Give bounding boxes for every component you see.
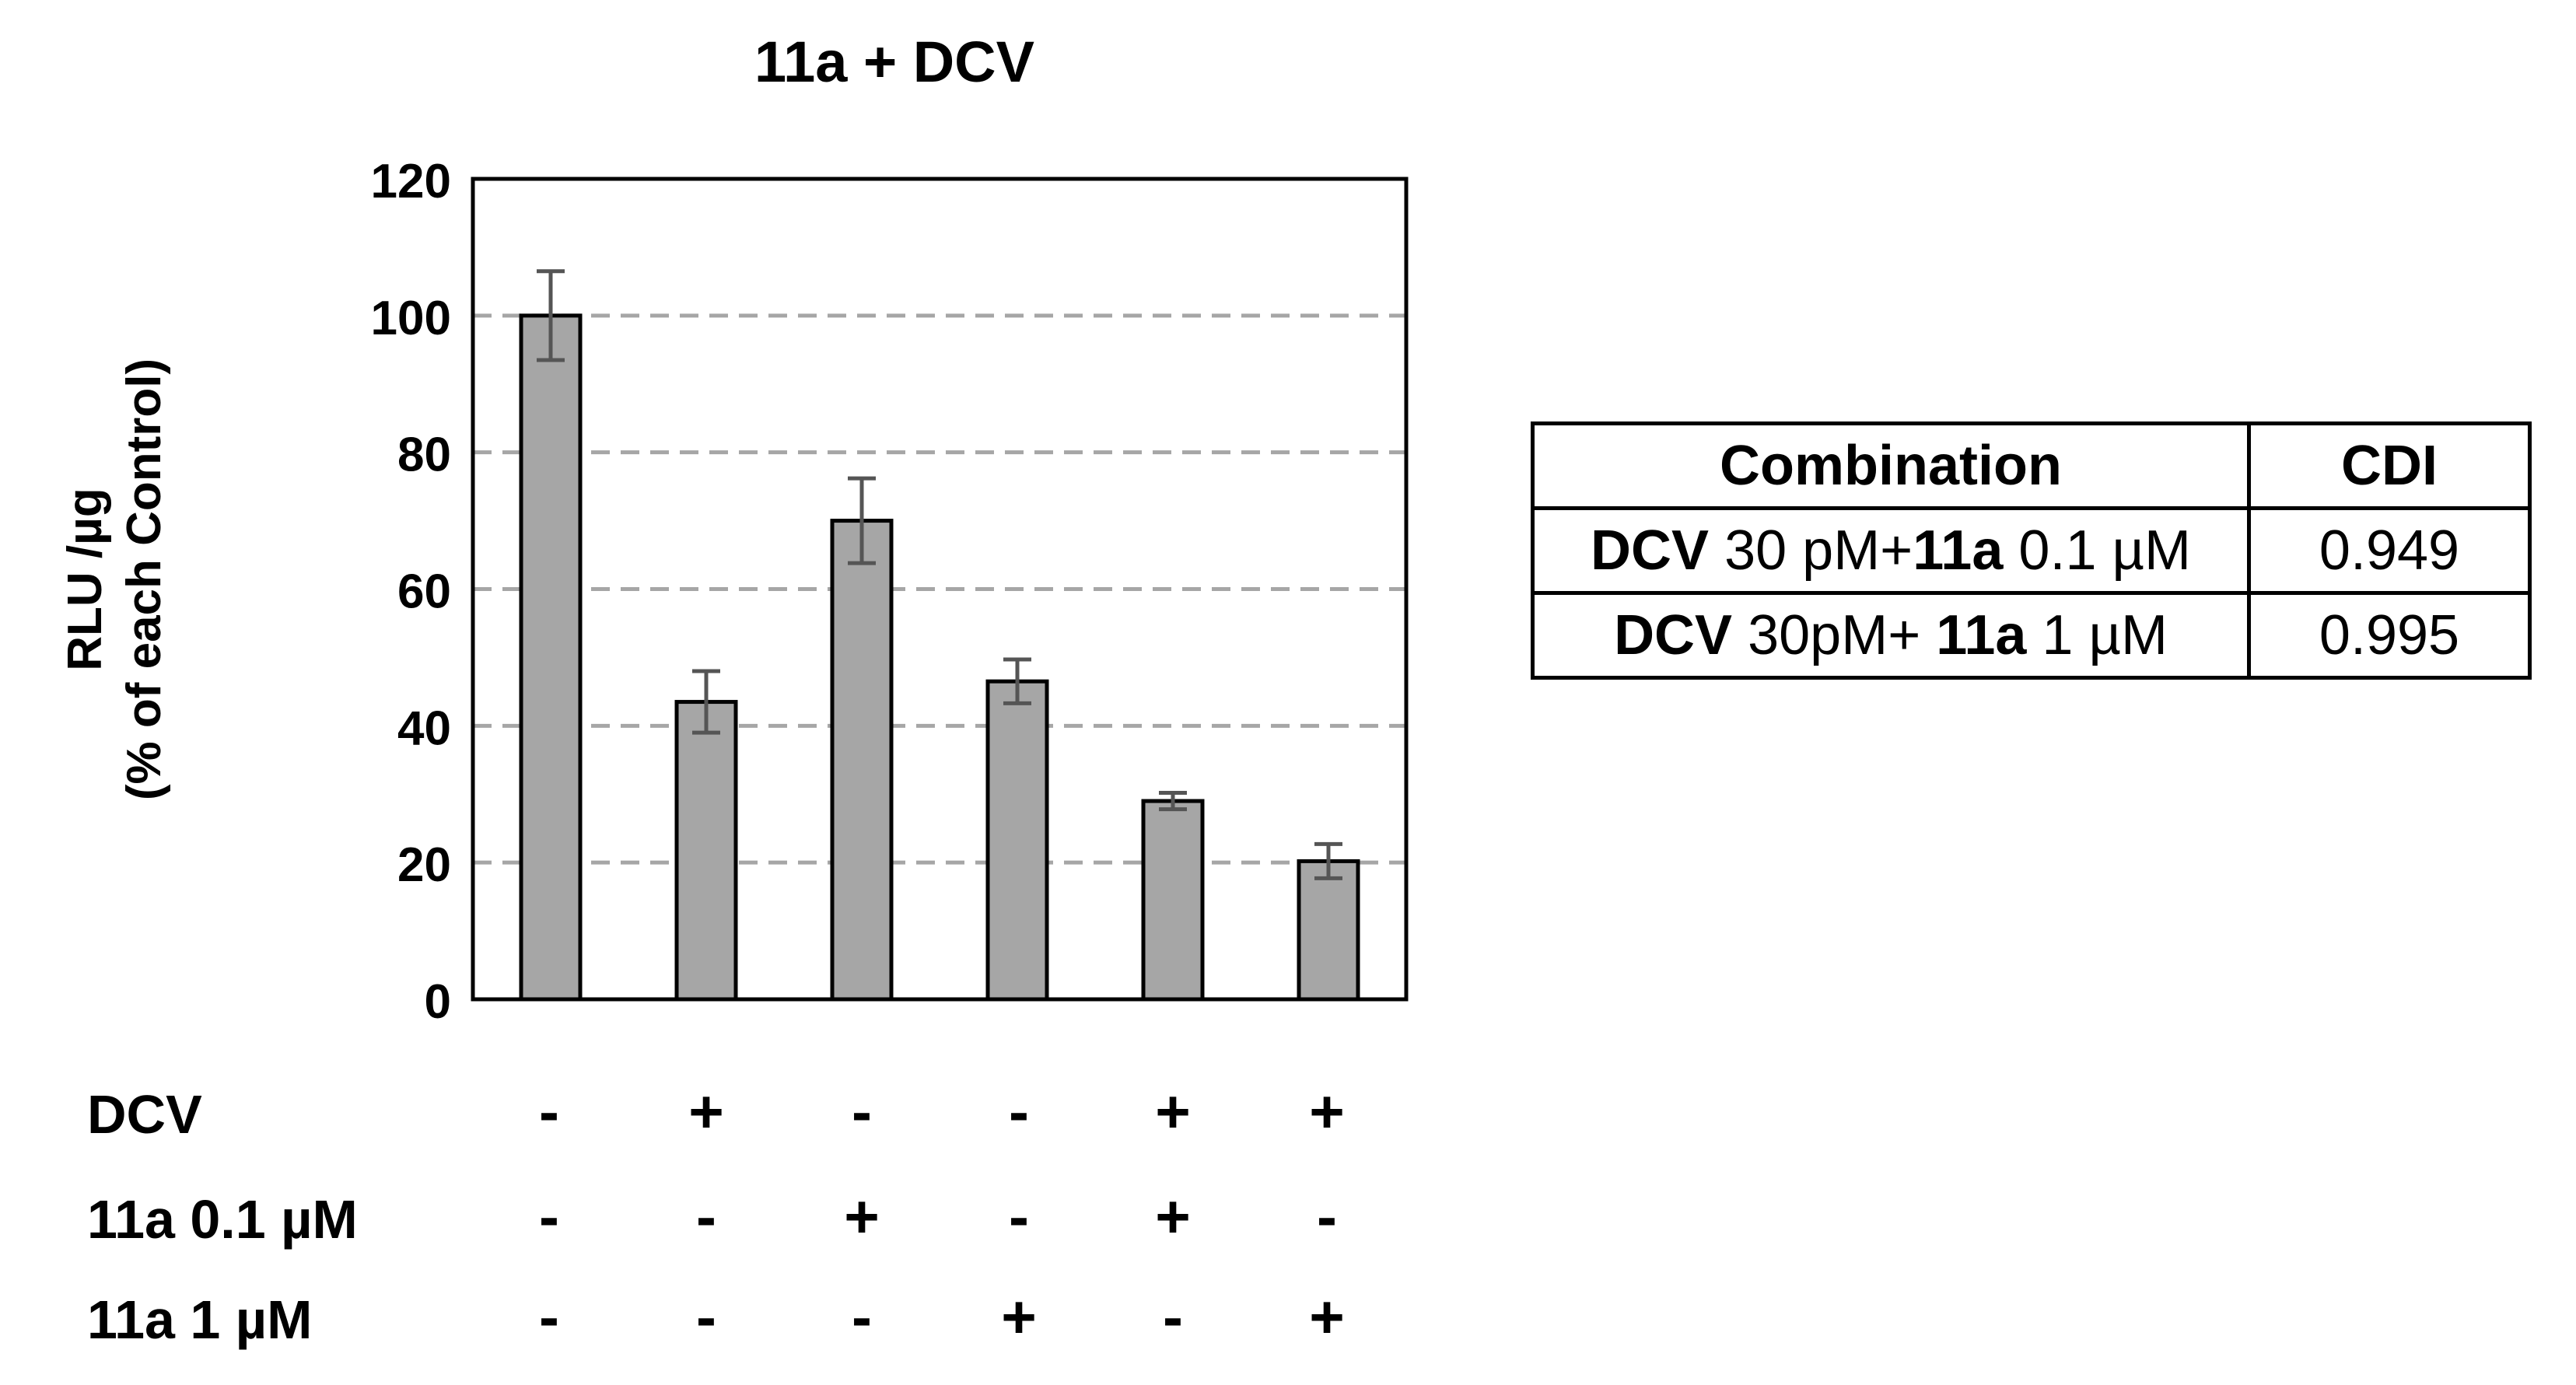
plus-sign: + <box>1155 1182 1191 1250</box>
bar <box>519 313 583 1002</box>
y-axis-label-line2: (% of each Control) <box>117 358 171 800</box>
bar <box>1297 859 1360 1002</box>
y-axis-label-line1: RLU /µg <box>58 488 112 670</box>
plus-sign: + <box>1309 1077 1345 1145</box>
plus-sign: + <box>1001 1282 1037 1351</box>
drug1-name: DCV <box>1614 604 1733 666</box>
chart-title: 11a + DCV <box>754 30 1034 94</box>
drug2-dose: 1 µM <box>2026 604 2168 666</box>
minus-sign: - <box>852 1282 872 1351</box>
minus-sign: - <box>1009 1182 1029 1250</box>
y-axis-label: RLU /µg (% of each Control) <box>58 358 171 800</box>
bar <box>830 519 894 1002</box>
minus-sign: - <box>852 1077 872 1145</box>
y-tick-label: 0 <box>425 975 451 1029</box>
cdi-table: Combination CDI DCV 30 pM+11a 0.1 µM 0.9… <box>1531 421 2532 680</box>
minus-sign: - <box>1317 1182 1337 1250</box>
minus-sign: - <box>539 1282 559 1351</box>
drug2-dose: 0.1 µM <box>2003 519 2191 582</box>
plot-frame <box>471 177 1409 1002</box>
table-row: DCV 30 pM+11a 0.1 µM 0.949 <box>1531 506 2532 595</box>
y-tick-label: 120 <box>371 155 451 208</box>
cdi-value: 0.995 <box>2247 591 2532 680</box>
table-row: DCV 30pM+ 11a 1 µM 0.995 <box>1531 591 2532 680</box>
plus-sign: + <box>688 1077 724 1145</box>
plus-sign: + <box>1309 1282 1345 1351</box>
y-tick-label: 20 <box>397 838 451 892</box>
y-tick-label: 80 <box>397 428 451 482</box>
condition-label: 11a 0.1 µM <box>87 1189 358 1250</box>
drug1-name: DCV <box>1591 519 1710 582</box>
y-tick-label: 60 <box>397 565 451 619</box>
minus-sign: - <box>1163 1282 1183 1351</box>
cdi-header: CDI <box>2247 421 2532 510</box>
bar <box>674 700 738 1002</box>
combination-cell: DCV 30pM+ 11a 1 µM <box>1531 591 2251 680</box>
minus-sign: - <box>539 1077 559 1145</box>
y-tick-label: 40 <box>397 701 451 755</box>
drug2-name: 11a <box>1936 604 2027 666</box>
drug1-dose: 30pM+ <box>1732 604 1937 666</box>
minus-sign: - <box>696 1282 716 1351</box>
minus-sign: - <box>1009 1077 1029 1145</box>
plus-sign: + <box>1155 1077 1191 1145</box>
bar <box>985 679 1049 1002</box>
minus-sign: - <box>539 1182 559 1250</box>
drug1-dose: 30 pM+ <box>1709 519 1913 582</box>
cdi-value: 0.949 <box>2247 506 2532 595</box>
drug2-name: 11a <box>1913 519 2004 582</box>
cdi-table-header-row: Combination CDI <box>1531 421 2532 510</box>
y-tick-label: 100 <box>371 292 451 345</box>
combination-cell: DCV 30 pM+11a 0.1 µM <box>1531 506 2251 595</box>
plus-sign: + <box>844 1182 880 1250</box>
bar <box>1141 799 1205 1002</box>
combination-header: Combination <box>1531 421 2251 510</box>
condition-label: 11a 1 µM <box>87 1289 313 1350</box>
minus-sign: - <box>696 1182 716 1250</box>
condition-label: DCV <box>87 1084 202 1145</box>
